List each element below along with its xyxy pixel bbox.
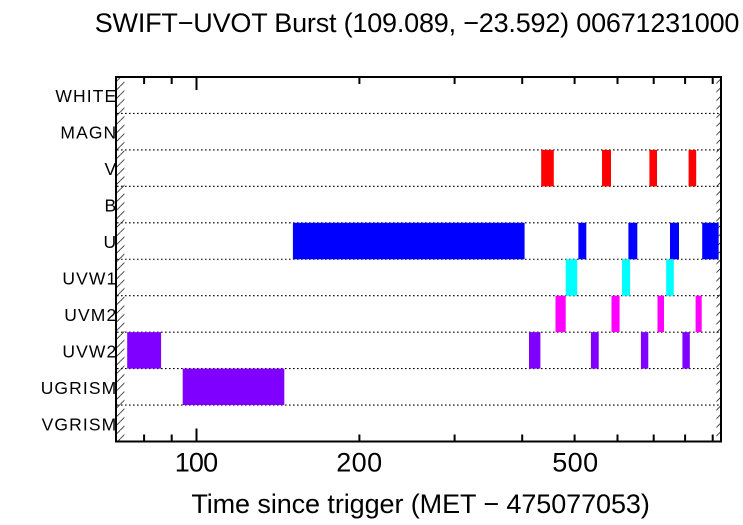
svg-text:200: 200 (336, 448, 382, 478)
svg-text:500: 500 (552, 448, 598, 478)
svg-text:B: B (105, 196, 118, 216)
svg-text:Time since trigger (MET − 4750: Time since trigger (MET − 475077053) (191, 489, 649, 519)
svg-text:VGRISM: VGRISM (42, 414, 118, 434)
svg-text:V: V (105, 159, 118, 179)
svg-text:MAGN: MAGN (60, 123, 117, 143)
svg-text:WHITE: WHITE (55, 86, 117, 106)
svg-text:100: 100 (175, 448, 218, 478)
svg-text:SWIFT−UVOT Burst (109.089, −23: SWIFT−UVOT Burst (109.089, −23.592) 0067… (95, 8, 740, 38)
svg-text:UVW1: UVW1 (62, 269, 117, 289)
svg-text:U: U (104, 232, 118, 252)
svg-text:UGRISM: UGRISM (41, 378, 118, 398)
svg-text:UVM2: UVM2 (64, 305, 117, 325)
svg-text:UVW2: UVW2 (62, 341, 117, 361)
